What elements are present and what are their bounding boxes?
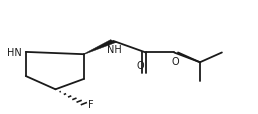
Text: F: F <box>88 99 94 109</box>
Text: HN: HN <box>7 48 22 57</box>
Polygon shape <box>84 40 116 55</box>
Text: O: O <box>136 61 144 71</box>
Text: NH: NH <box>107 44 122 54</box>
Text: O: O <box>172 56 179 66</box>
